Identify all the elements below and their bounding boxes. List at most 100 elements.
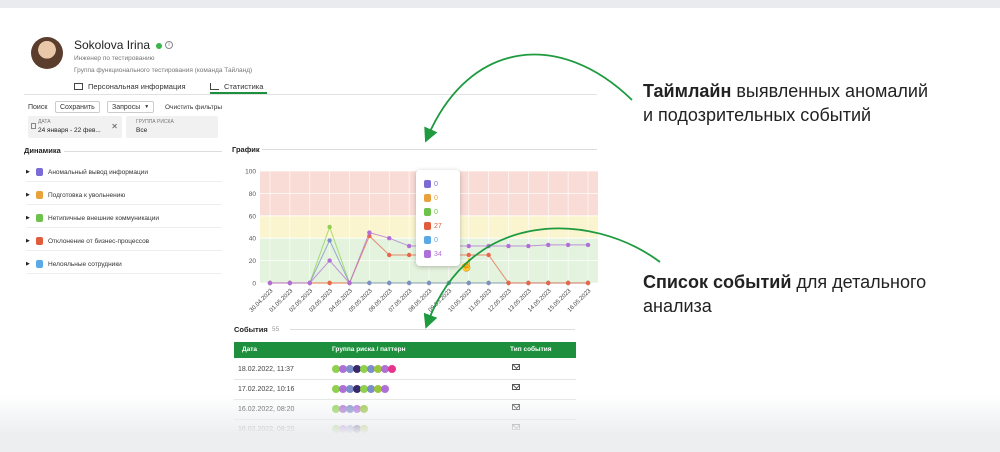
- risk-pattern-dot: [381, 385, 389, 393]
- y-tick-label: 60: [249, 213, 257, 220]
- data-point: [367, 280, 372, 286]
- risk-category-icon: [36, 191, 43, 199]
- date-filter[interactable]: ДАТА 24 января - 22 фев... ✕: [28, 116, 122, 138]
- calendar-icon: [31, 123, 36, 129]
- dynamics-item-disloyal-employees[interactable]: ▶ Нелояльные сотрудники: [26, 260, 122, 268]
- tooltip-row: 0: [424, 192, 438, 204]
- risk-pattern-dot: [332, 385, 340, 393]
- dynamics-separator: [26, 250, 222, 251]
- timeline-chart[interactable]: 02040608010030.04.202301.05.202302.05.20…: [228, 155, 608, 325]
- profile-group: Группа функционального тестирования (ком…: [74, 67, 253, 74]
- chart-tooltip: 0 0 0 27 0 34: [416, 170, 460, 266]
- expand-arrow-icon[interactable]: ▶: [26, 238, 30, 244]
- column-risk-group[interactable]: Группа риска / паттерн: [332, 346, 406, 353]
- data-point: [267, 280, 273, 286]
- dynamics-item-process-deviation[interactable]: ▶ Отклонение от бизнес-процессов: [26, 237, 150, 245]
- tooltip-row: 0: [424, 234, 438, 246]
- risk-pattern-dot: [360, 385, 368, 393]
- risk-category-icon: [36, 168, 43, 176]
- risk-pattern-dot: [353, 385, 361, 393]
- info-icon[interactable]: i: [165, 41, 173, 49]
- event-date: 18.02.2022, 11:37: [238, 366, 294, 373]
- y-tick-label: 0: [252, 281, 256, 288]
- data-point: [546, 280, 551, 286]
- data-point: [387, 252, 392, 258]
- risk-pattern-dot: [339, 385, 347, 393]
- risk-pattern-dot: [381, 365, 389, 373]
- data-point: [585, 242, 591, 248]
- tooltip-row: 27: [424, 220, 442, 232]
- data-point: [526, 280, 531, 286]
- id-card-icon: [74, 82, 83, 90]
- online-status-icon: [156, 43, 162, 49]
- risk-pattern-dot: [360, 365, 368, 373]
- data-point: [466, 252, 471, 258]
- megaphone-icon: [424, 208, 431, 216]
- data-point: [307, 280, 312, 286]
- expand-arrow-icon[interactable]: ▶: [26, 192, 30, 198]
- y-tick-label: 20: [249, 258, 257, 265]
- process-icon: [424, 222, 431, 230]
- y-tick-label: 100: [245, 169, 256, 176]
- data-point: [347, 280, 352, 286]
- events-title: События: [234, 325, 268, 334]
- data-point: [406, 243, 412, 249]
- data-point: [585, 280, 591, 286]
- dynamics-item-atypical-comms[interactable]: ▶ Нетипичные внешние коммуникации: [26, 214, 160, 222]
- mask-icon: [424, 250, 431, 258]
- events-table-header: Дата Группа риска / паттерн Тип события: [234, 342, 576, 358]
- chart-title: График: [232, 145, 260, 154]
- expand-arrow-icon[interactable]: ▶: [26, 261, 30, 267]
- risk-pattern-dot: [374, 365, 382, 373]
- profile-name: Sokolova Irina: [74, 38, 151, 52]
- data-point: [565, 242, 571, 248]
- close-icon[interactable]: ✕: [111, 122, 118, 131]
- search-button[interactable]: Поиск: [28, 103, 48, 111]
- data-point: [506, 280, 511, 286]
- dynamics-item-anomalous-output[interactable]: ▶ Аномальный вывод информации: [26, 168, 148, 176]
- column-date[interactable]: Дата: [242, 346, 258, 353]
- risk-pattern-dot: [388, 365, 396, 373]
- chevron-down-icon: ▼: [144, 104, 150, 110]
- risk-pattern-dot: [374, 385, 382, 393]
- risk-category-icon: [36, 214, 43, 222]
- risk-pattern-dots: [332, 365, 396, 373]
- expand-arrow-icon[interactable]: ▶: [26, 169, 30, 175]
- data-point: [387, 236, 392, 241]
- mouse-cursor-icon: ☝: [459, 258, 474, 272]
- data-point: [466, 280, 471, 286]
- events-count: 55: [272, 326, 280, 333]
- data-point: [327, 258, 332, 263]
- queries-dropdown[interactable]: Запросы ▼: [107, 101, 155, 113]
- data-point: [327, 280, 332, 286]
- y-tick-label: 40: [249, 236, 257, 243]
- data-point: [506, 243, 511, 249]
- clear-filters-button[interactable]: Очистить фильтры: [165, 103, 223, 111]
- risk-pattern-dot: [367, 385, 375, 393]
- tab-statistics[interactable]: Статистика: [210, 80, 263, 92]
- active-tab-indicator: [210, 92, 267, 94]
- timeline-arrow: [424, 53, 633, 143]
- tooltip-row: 0: [424, 206, 438, 218]
- table-row[interactable]: 18.02.2022, 11:37: [234, 360, 576, 380]
- events-divider: [290, 329, 575, 330]
- expand-arrow-icon[interactable]: ▶: [26, 215, 30, 221]
- mail-icon: [512, 364, 520, 370]
- risk-pattern-dot: [367, 365, 375, 373]
- save-button[interactable]: Сохранить: [55, 101, 100, 113]
- risk-pattern-dot: [346, 365, 354, 373]
- data-point: [287, 280, 293, 286]
- risk-group-filter[interactable]: ГРУППА РИСКА Все: [126, 116, 218, 138]
- dynamics-divider: [64, 151, 222, 152]
- data-point: [565, 280, 571, 286]
- mail-icon: [512, 384, 520, 390]
- avatar: [31, 37, 63, 69]
- column-event-type[interactable]: Тип события: [510, 346, 552, 353]
- data-point: [466, 243, 471, 249]
- bar-chart-icon: [210, 82, 219, 90]
- data-point: [486, 280, 491, 286]
- data-point: [387, 280, 392, 286]
- dynamics-item-resignation-prep[interactable]: ▶ Подготовка к увольнению: [26, 191, 126, 199]
- dynamics-separator: [26, 227, 222, 228]
- tab-personal-info[interactable]: Персональная информация: [74, 80, 186, 92]
